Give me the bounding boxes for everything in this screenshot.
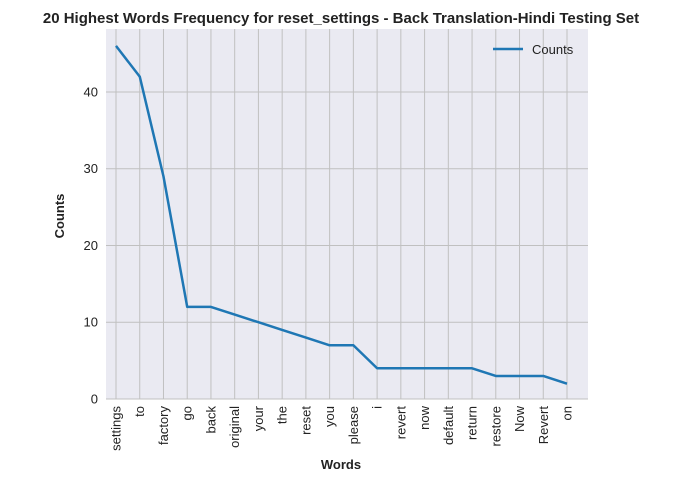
x-tick-label: to	[132, 406, 147, 417]
legend: Counts	[493, 42, 574, 57]
x-tick-label: now	[417, 405, 432, 429]
y-tick-label: 20	[84, 238, 98, 253]
chart-title: 20 Highest Words Frequency for reset_set…	[43, 10, 639, 27]
x-tick-label: on	[560, 406, 575, 420]
series-line-counts	[115, 45, 568, 385]
x-tick-label: the	[275, 406, 290, 424]
x-tick-label: restore	[488, 406, 503, 446]
y-tick-label: 40	[84, 84, 98, 99]
y-tick-label: 10	[84, 315, 98, 330]
x-tick-label: original	[227, 406, 242, 448]
y-tick-label: 0	[91, 392, 98, 407]
x-tick-label: you	[322, 406, 337, 427]
x-tick-label: your	[251, 405, 266, 431]
plot-area	[106, 29, 588, 399]
x-tick-label: i	[370, 406, 385, 409]
legend-label-counts: Counts	[532, 42, 574, 57]
y-axis: 0 10 20 30 40	[84, 84, 98, 406]
x-tick-label: revert	[393, 406, 408, 440]
x-tick-label: return	[465, 406, 480, 440]
y-axis-label: Counts	[52, 194, 67, 239]
grid	[106, 29, 588, 400]
x-axis-label: Words	[321, 457, 361, 472]
x-tick-label: Now	[512, 405, 527, 432]
x-tick-label: please	[346, 406, 361, 444]
x-tick-label: go	[180, 406, 195, 420]
x-tick-label: back	[203, 406, 218, 434]
x-axis: settings to factory go back original your the re…	[109, 405, 575, 450]
y-tick-label: 30	[84, 161, 98, 176]
x-tick-label: default	[441, 406, 456, 445]
x-tick-label: Revert	[536, 406, 551, 445]
x-tick-label: settings	[109, 406, 124, 451]
x-tick-label: reset	[298, 406, 313, 435]
x-tick-label: factory	[156, 406, 171, 446]
